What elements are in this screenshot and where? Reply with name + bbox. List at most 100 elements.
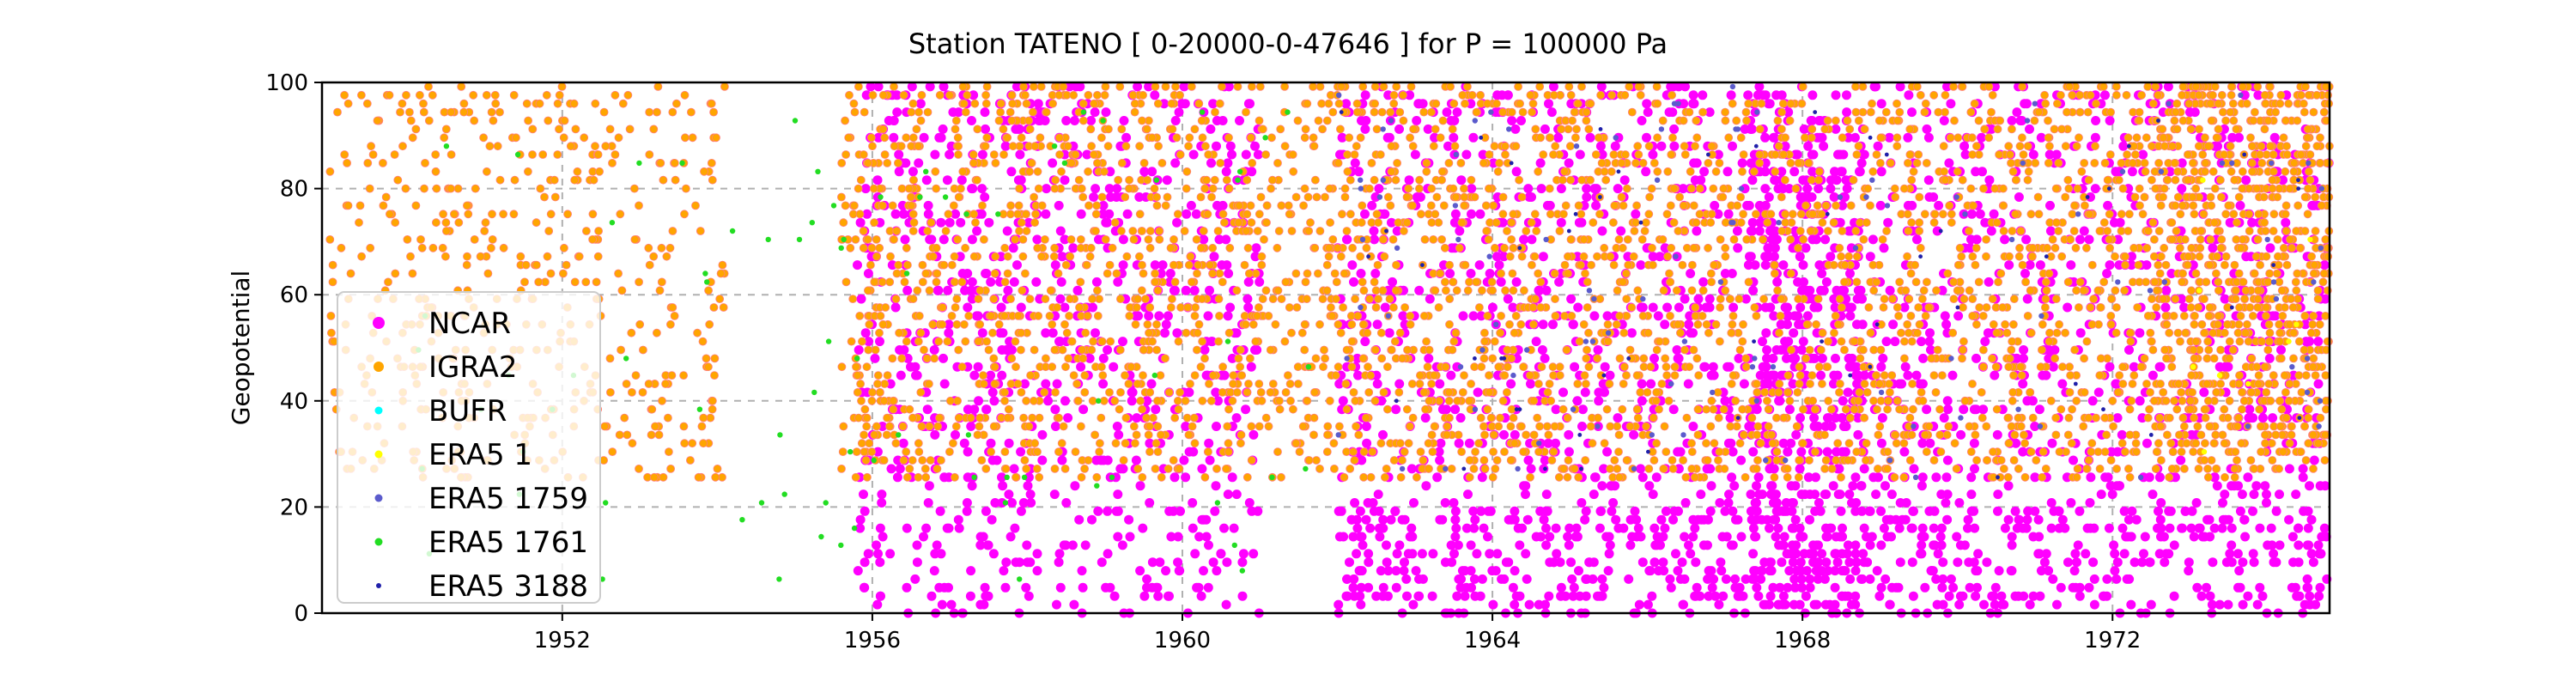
data-point [2022, 514, 2032, 525]
data-point [839, 218, 848, 228]
data-point [544, 227, 554, 235]
data-point [1102, 217, 1112, 228]
data-point [1401, 574, 1412, 584]
data-point [1323, 430, 1332, 440]
data-point [2241, 175, 2251, 185]
data-point [1795, 362, 1804, 372]
data-point [1024, 472, 1034, 483]
data-point [2248, 549, 2258, 559]
data-point [2300, 319, 2311, 330]
data-point [880, 133, 890, 143]
data-point [1457, 447, 1466, 456]
data-point [2223, 599, 2233, 610]
data-point [1876, 438, 1886, 448]
data-point [1805, 456, 1814, 465]
data-point [2044, 149, 2055, 160]
data-point [1801, 285, 1812, 295]
data-point [1480, 337, 1489, 346]
data-point [355, 218, 363, 228]
data-point [1930, 210, 1940, 219]
data-point [1614, 234, 1624, 244]
data-point [1449, 132, 1459, 143]
data-point [1222, 557, 1232, 568]
data-point [1908, 404, 1917, 414]
data-point [650, 472, 659, 482]
data-point [1941, 498, 1951, 508]
data-point [996, 107, 1005, 117]
data-point [404, 107, 414, 117]
data-point [922, 354, 932, 363]
data-point [1636, 464, 1646, 474]
data-point [699, 413, 708, 423]
data-point [2142, 243, 2152, 252]
data-point [1289, 167, 1298, 176]
data-point [2118, 141, 2129, 151]
data-point [1760, 158, 1771, 168]
data-point [1218, 200, 1228, 210]
data-point [1341, 99, 1352, 109]
data-point [1429, 234, 1438, 244]
data-point [939, 260, 949, 270]
data-point [1760, 252, 1771, 262]
data-point [1435, 455, 1445, 465]
data-point [1356, 133, 1365, 143]
data-point [2082, 465, 2092, 473]
data-point [917, 90, 927, 100]
data-point [974, 396, 983, 406]
data-point [890, 209, 901, 219]
data-point [1181, 422, 1191, 431]
data-point [2063, 557, 2073, 568]
data-point [1546, 107, 1557, 118]
data-point [1306, 218, 1315, 228]
data-point [1805, 514, 1814, 525]
data-point [1647, 591, 1657, 601]
data-point [1619, 523, 1629, 533]
data-point [2215, 599, 2225, 610]
data-point [524, 116, 532, 125]
data-point [470, 116, 479, 125]
data-point [1109, 591, 1120, 601]
data-point [1820, 599, 1831, 610]
data-point [1872, 566, 1882, 576]
data-point [1735, 345, 1745, 355]
data-point [852, 447, 861, 456]
data-point [925, 286, 934, 295]
data-point [1371, 591, 1382, 601]
data-point [638, 387, 647, 397]
data-point [1032, 566, 1042, 576]
data-point [2246, 413, 2257, 423]
data-point [709, 107, 718, 117]
data-point [481, 218, 490, 228]
data-point [1741, 362, 1751, 372]
data-point [877, 498, 887, 508]
data-point [2320, 294, 2330, 304]
data-point [333, 107, 342, 117]
data-point [1637, 302, 1648, 313]
data-point [1242, 472, 1252, 482]
data-point [431, 167, 440, 176]
data-point [580, 133, 589, 143]
data-point [480, 227, 489, 235]
data-point [1330, 465, 1339, 473]
data-point [1224, 133, 1233, 143]
data-point [1850, 540, 1861, 550]
data-point [1857, 319, 1868, 330]
data-point [1077, 472, 1086, 482]
data-point [1447, 557, 1457, 568]
data-point [1494, 260, 1504, 271]
data-point [1688, 514, 1698, 525]
data-point [326, 328, 336, 337]
data-point [1370, 192, 1381, 202]
data-point [2309, 107, 2318, 117]
data-point [2303, 506, 2313, 516]
data-point [1724, 489, 1734, 500]
data-point [1922, 404, 1932, 415]
data-point [2204, 345, 2214, 355]
data-point [1566, 557, 1576, 568]
data-point [1517, 252, 1527, 261]
data-point [1923, 132, 1934, 143]
data-point [464, 210, 473, 219]
data-point [1225, 141, 1236, 151]
data-point [406, 252, 415, 261]
data-point [2112, 413, 2123, 423]
